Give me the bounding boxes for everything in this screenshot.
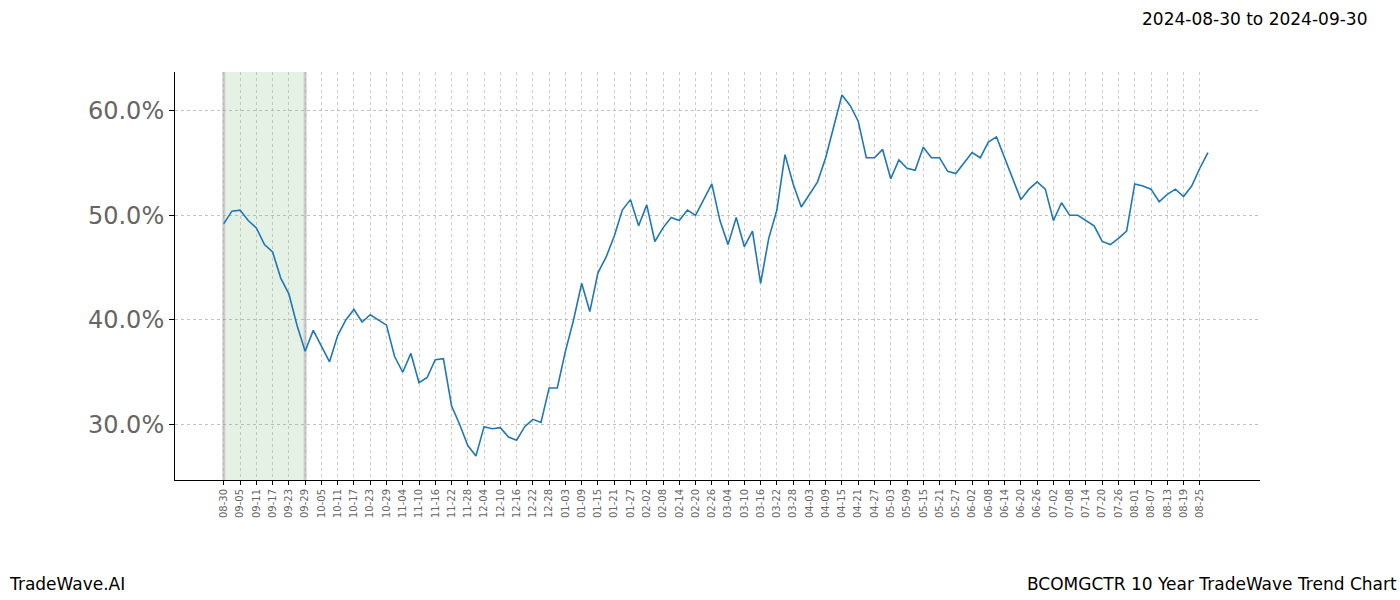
- svg-text:01-21: 01-21: [608, 489, 619, 518]
- svg-text:01-03: 01-03: [560, 489, 571, 518]
- svg-text:03-10: 03-10: [739, 489, 750, 518]
- svg-text:04-09: 04-09: [820, 489, 831, 518]
- svg-text:05-03: 05-03: [885, 489, 896, 518]
- svg-text:08-30: 08-30: [218, 489, 229, 518]
- svg-text:12-22: 12-22: [527, 489, 538, 518]
- svg-text:11-10: 11-10: [413, 489, 424, 518]
- svg-text:07-14: 07-14: [1080, 489, 1091, 518]
- svg-text:08-13: 08-13: [1162, 489, 1173, 518]
- svg-text:07-08: 07-08: [1064, 489, 1075, 518]
- svg-text:09-11: 09-11: [251, 489, 262, 518]
- svg-text:11-04: 11-04: [397, 489, 408, 518]
- svg-text:08-07: 08-07: [1145, 489, 1156, 518]
- svg-text:TradeWave.AI: TradeWave.AI: [9, 574, 125, 594]
- svg-text:12-10: 12-10: [495, 489, 506, 518]
- svg-text:03-16: 03-16: [755, 489, 766, 518]
- svg-text:06-08: 06-08: [983, 489, 994, 518]
- svg-text:12-28: 12-28: [543, 489, 554, 518]
- svg-text:06-02: 06-02: [966, 489, 977, 518]
- svg-text:08-19: 08-19: [1178, 489, 1189, 518]
- svg-text:07-26: 07-26: [1113, 489, 1124, 518]
- svg-text:10-17: 10-17: [348, 489, 359, 518]
- svg-text:11-16: 11-16: [430, 489, 441, 518]
- svg-text:12-16: 12-16: [511, 489, 522, 518]
- svg-text:01-15: 01-15: [592, 489, 603, 518]
- svg-text:02-14: 02-14: [674, 489, 685, 518]
- svg-text:40.0%: 40.0%: [88, 306, 164, 334]
- svg-text:02-08: 02-08: [657, 489, 668, 518]
- svg-text:11-22: 11-22: [446, 489, 457, 518]
- svg-text:12-04: 12-04: [478, 489, 489, 518]
- svg-text:01-09: 01-09: [576, 489, 587, 518]
- svg-text:04-15: 04-15: [836, 489, 847, 518]
- svg-text:01-27: 01-27: [625, 489, 636, 518]
- svg-text:09-05: 09-05: [234, 489, 245, 518]
- svg-text:30.0%: 30.0%: [88, 411, 164, 439]
- svg-text:10-29: 10-29: [381, 489, 392, 518]
- svg-text:07-02: 07-02: [1048, 489, 1059, 518]
- svg-text:08-25: 08-25: [1194, 489, 1205, 518]
- svg-text:02-02: 02-02: [641, 489, 652, 518]
- svg-text:10-11: 10-11: [332, 489, 343, 518]
- svg-text:06-14: 06-14: [999, 489, 1010, 518]
- svg-text:08-01: 08-01: [1129, 489, 1140, 518]
- svg-text:03-04: 03-04: [722, 489, 733, 518]
- svg-text:60.0%: 60.0%: [88, 97, 164, 125]
- svg-text:10-23: 10-23: [364, 489, 375, 518]
- svg-text:10-05: 10-05: [316, 489, 327, 518]
- svg-text:05-27: 05-27: [950, 489, 961, 518]
- svg-text:05-21: 05-21: [934, 489, 945, 518]
- svg-text:09-17: 09-17: [267, 489, 278, 518]
- svg-text:05-15: 05-15: [918, 489, 929, 518]
- svg-text:06-20: 06-20: [1015, 489, 1026, 518]
- svg-text:03-28: 03-28: [787, 489, 798, 518]
- svg-text:2024-08-30 to 2024-09-30: 2024-08-30 to 2024-09-30: [1142, 9, 1367, 29]
- svg-text:07-20: 07-20: [1096, 489, 1107, 518]
- svg-text:05-09: 05-09: [901, 489, 912, 518]
- svg-text:04-27: 04-27: [869, 489, 880, 518]
- svg-text:06-26: 06-26: [1031, 489, 1042, 518]
- svg-text:03-22: 03-22: [771, 489, 782, 518]
- svg-text:50.0%: 50.0%: [88, 202, 164, 230]
- svg-text:09-29: 09-29: [299, 489, 310, 518]
- svg-text:04-21: 04-21: [852, 489, 863, 518]
- svg-text:BCOMGCTR 10 Year TradeWave Tre: BCOMGCTR 10 Year TradeWave Trend Chart: [1027, 574, 1397, 594]
- svg-text:04-03: 04-03: [804, 489, 815, 518]
- svg-text:02-20: 02-20: [690, 489, 701, 518]
- svg-text:02-26: 02-26: [706, 489, 717, 518]
- svg-text:09-23: 09-23: [283, 489, 294, 518]
- svg-text:11-28: 11-28: [462, 489, 473, 518]
